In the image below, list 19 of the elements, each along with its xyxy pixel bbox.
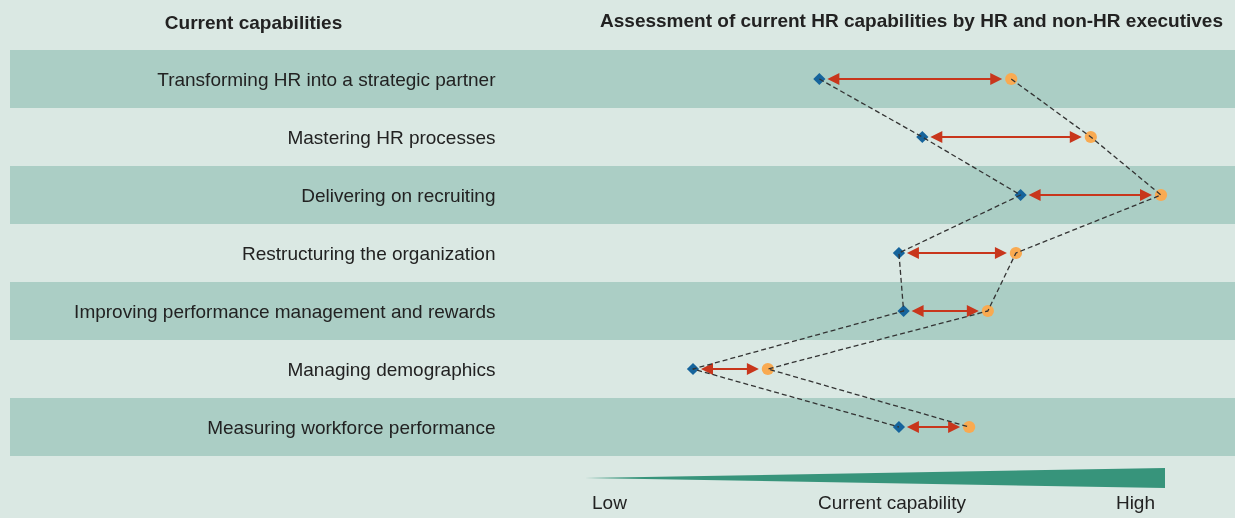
y-tick-label: Delivering on recruiting xyxy=(301,184,496,206)
y-tick-label: Improving performance management and rewards xyxy=(74,300,496,322)
point xyxy=(892,246,906,260)
chart-title: Assessment of current HR capabilities by HR and non-HR executives xyxy=(600,10,1223,32)
x-axis-title: Current capability xyxy=(818,492,966,514)
text: Low xyxy=(592,492,627,514)
point xyxy=(963,420,976,434)
y-tick-label: Managing demographics xyxy=(287,358,496,380)
point xyxy=(892,420,906,434)
point xyxy=(1084,130,1097,144)
y-tick-label: Mastering HR processes xyxy=(287,126,496,148)
point xyxy=(1009,246,1023,260)
point xyxy=(1005,72,1018,86)
text: High xyxy=(1115,492,1155,514)
y-tick-label: Restructuring the organization xyxy=(242,242,496,264)
y-tick-label: Transforming HR into a strategic partner xyxy=(157,68,497,90)
y-axis-title: Current capabilities xyxy=(164,11,343,33)
y-tick-label: Measuring workforce performance xyxy=(207,416,496,438)
point xyxy=(981,304,994,318)
